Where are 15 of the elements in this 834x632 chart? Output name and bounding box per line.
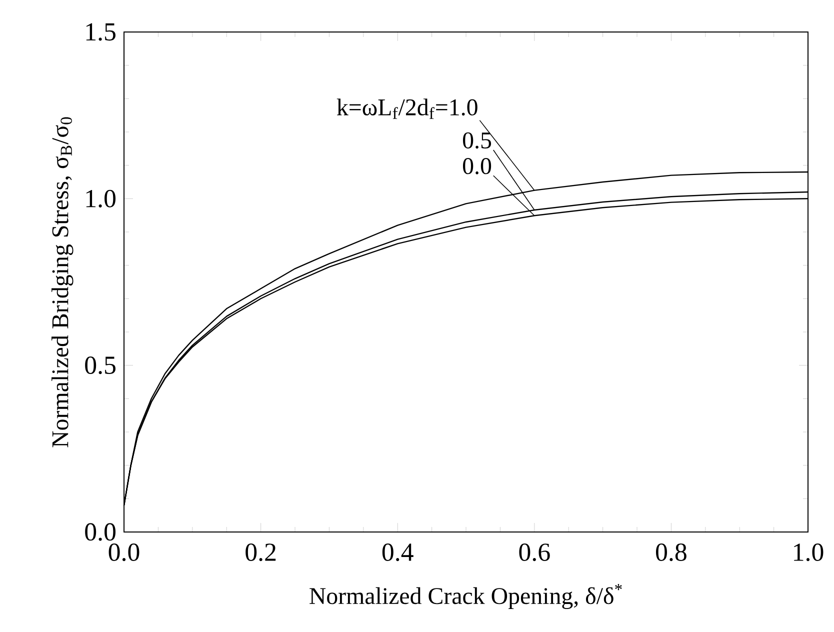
y-axis-title: Normalized Bridging Stress, σ$_{B}$/σ$_{0}$: [52, 117, 74, 448]
text: 0.0: [462, 158, 492, 174]
text: k=ωL$_{f}$/2d$_{f}$=1.0: [336, 98, 478, 119]
x-axis-title: Normalized Crack Opening, δ/δ$^{*}$: [310, 584, 622, 610]
x-tick-label: 0.2: [246, 543, 276, 562]
y-tick-label: 0.0: [85, 523, 116, 541]
x-tick-label: 1.0: [794, 543, 824, 562]
text: 0.5: [462, 132, 492, 149]
x-tick-label: 0.4: [382, 543, 414, 562]
x-tick-label: 0.6: [519, 543, 550, 562]
y-tick-label: 0.5: [85, 356, 116, 374]
x-tick-label: 0.0: [108, 543, 140, 562]
y-tick-label: 1.5: [86, 23, 116, 41]
x-tick-label: 0.8: [656, 543, 686, 562]
y-tick-label: 1.0: [86, 190, 116, 208]
